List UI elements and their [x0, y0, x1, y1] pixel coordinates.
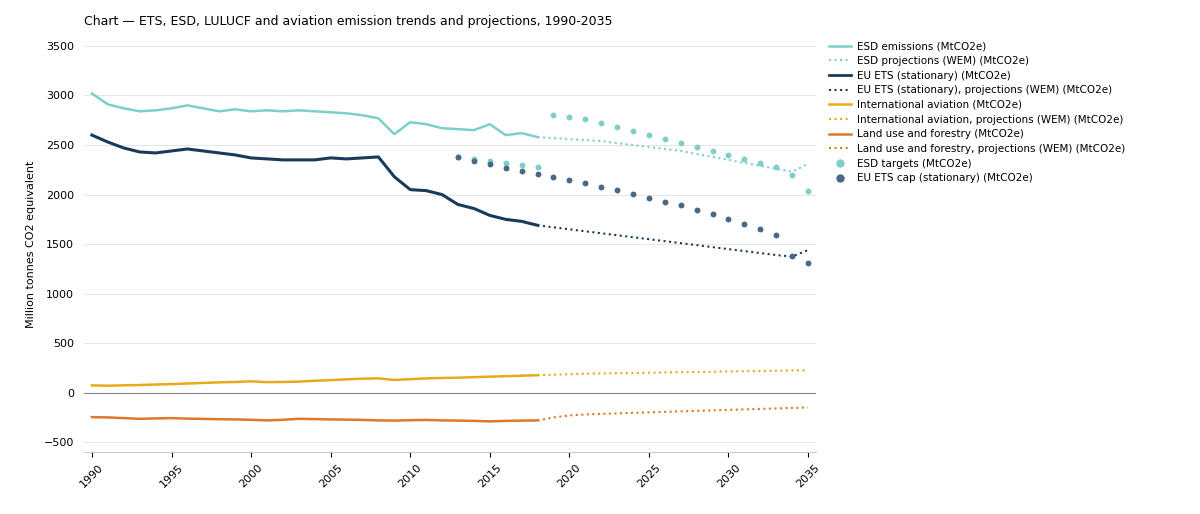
Point — [576, 115, 595, 123]
Point — [544, 111, 563, 119]
Point — [449, 153, 468, 161]
Point — [624, 190, 643, 198]
Point — [688, 143, 707, 151]
Point — [496, 163, 515, 172]
Text: Chart — ETS, ESD, LULUCF and aviation emission trends and projections, 1990-2035: Chart — ETS, ESD, LULUCF and aviation em… — [84, 15, 612, 28]
Point — [655, 197, 674, 206]
Point — [671, 201, 690, 210]
Point — [671, 139, 690, 147]
Point — [559, 113, 578, 121]
Point — [798, 259, 817, 267]
Point — [512, 167, 532, 175]
Point — [798, 187, 817, 195]
Point — [607, 123, 626, 131]
Point — [496, 159, 515, 167]
Point — [703, 147, 722, 155]
Point — [703, 210, 722, 218]
Point — [544, 173, 563, 181]
Point — [559, 176, 578, 184]
Point — [640, 131, 659, 139]
Point — [640, 193, 659, 201]
Point — [734, 220, 754, 228]
Point — [592, 182, 611, 191]
Point — [480, 157, 499, 165]
Point — [576, 178, 595, 187]
Y-axis label: Million tonnes CO2 equivalent: Million tonnes CO2 equivalent — [25, 160, 36, 328]
Point — [480, 160, 499, 168]
Point — [449, 153, 468, 161]
Point — [592, 119, 611, 127]
Point — [751, 225, 770, 233]
Point — [782, 171, 802, 179]
Point — [528, 163, 547, 171]
Point — [688, 206, 707, 214]
Point — [719, 215, 738, 224]
Point — [607, 186, 626, 194]
Legend: ESD emissions (MtCO2e), ESD projections (WEM) (MtCO2e), EU ETS (stationary) (MtC: ESD emissions (MtCO2e), ESD projections … — [828, 41, 1124, 183]
Point — [782, 252, 802, 260]
Point — [464, 155, 484, 163]
Point — [655, 135, 674, 143]
Point — [734, 155, 754, 163]
Point — [624, 127, 643, 135]
Point — [767, 231, 786, 240]
Point — [464, 157, 484, 165]
Point — [719, 151, 738, 159]
Point — [751, 159, 770, 167]
Point — [528, 170, 547, 178]
Point — [767, 163, 786, 171]
Point — [512, 161, 532, 169]
